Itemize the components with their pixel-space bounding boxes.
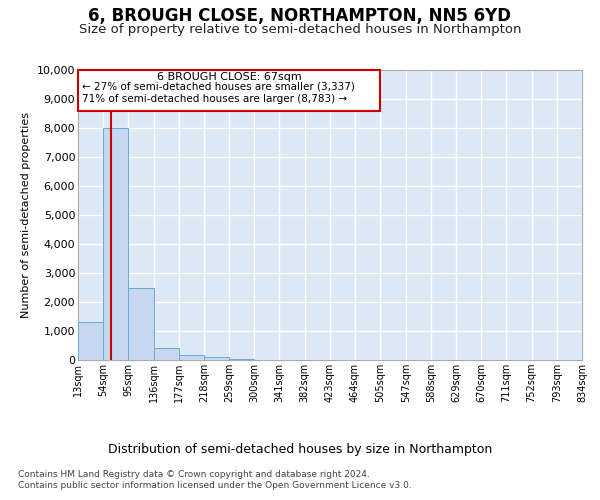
Bar xyxy=(204,357,229,360)
Bar xyxy=(154,348,179,360)
Bar xyxy=(78,322,103,360)
Y-axis label: Number of semi-detached properties: Number of semi-detached properties xyxy=(21,112,31,318)
Text: 6 BROUGH CLOSE: 67sqm: 6 BROUGH CLOSE: 67sqm xyxy=(157,72,301,82)
Text: Size of property relative to semi-detached houses in Northampton: Size of property relative to semi-detach… xyxy=(79,22,521,36)
Bar xyxy=(128,288,154,360)
Bar xyxy=(229,359,254,360)
Text: Distribution of semi-detached houses by size in Northampton: Distribution of semi-detached houses by … xyxy=(108,442,492,456)
Bar xyxy=(78,70,380,110)
Bar xyxy=(103,128,128,360)
Text: Contains HM Land Registry data © Crown copyright and database right 2024.: Contains HM Land Registry data © Crown c… xyxy=(18,470,370,479)
Text: 71% of semi-detached houses are larger (8,783) →: 71% of semi-detached houses are larger (… xyxy=(82,94,347,104)
Text: 6, BROUGH CLOSE, NORTHAMPTON, NN5 6YD: 6, BROUGH CLOSE, NORTHAMPTON, NN5 6YD xyxy=(89,8,511,26)
Text: ← 27% of semi-detached houses are smaller (3,337): ← 27% of semi-detached houses are smalle… xyxy=(82,82,355,92)
Text: Contains public sector information licensed under the Open Government Licence v3: Contains public sector information licen… xyxy=(18,481,412,490)
Bar xyxy=(179,355,204,360)
